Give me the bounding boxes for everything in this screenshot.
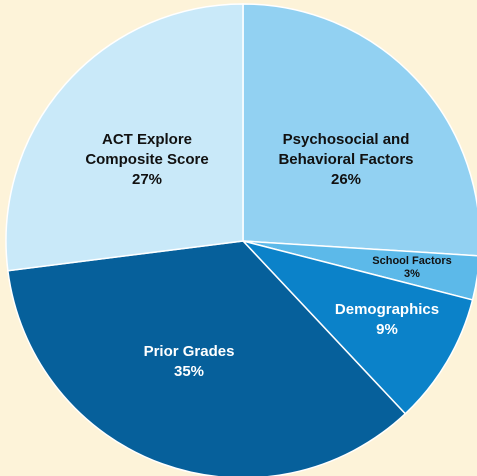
slice-label: Psychosocial and Behavioral Factors 26% (271, 130, 421, 190)
slice-value: 35% (173, 363, 205, 380)
slice-value: 27% (131, 171, 163, 188)
slice-name: Demographics (334, 301, 440, 318)
slice-name: School Factors (372, 255, 452, 267)
slice-value: 26% (330, 171, 362, 188)
slice-value: 3% (404, 268, 420, 280)
slice-name: ACT Explore Composite Score (85, 131, 209, 168)
pie-slice (242, 3, 477, 257)
slice-label: Prior Grades 35% (114, 342, 264, 382)
pie-slice (7, 240, 407, 476)
pie-slice (240, 239, 474, 415)
slice-value: 9% (376, 321, 398, 338)
slice-label: Demographics 9% (317, 300, 457, 340)
slice-name: Prior Grades (143, 343, 235, 360)
slice-name: Psychosocial and Behavioral Factors (278, 131, 414, 168)
slice-label: School Factors 3% (357, 255, 467, 281)
slice-label: ACT Explore Composite Score 27% (82, 130, 212, 190)
pie-slice (5, 3, 244, 272)
